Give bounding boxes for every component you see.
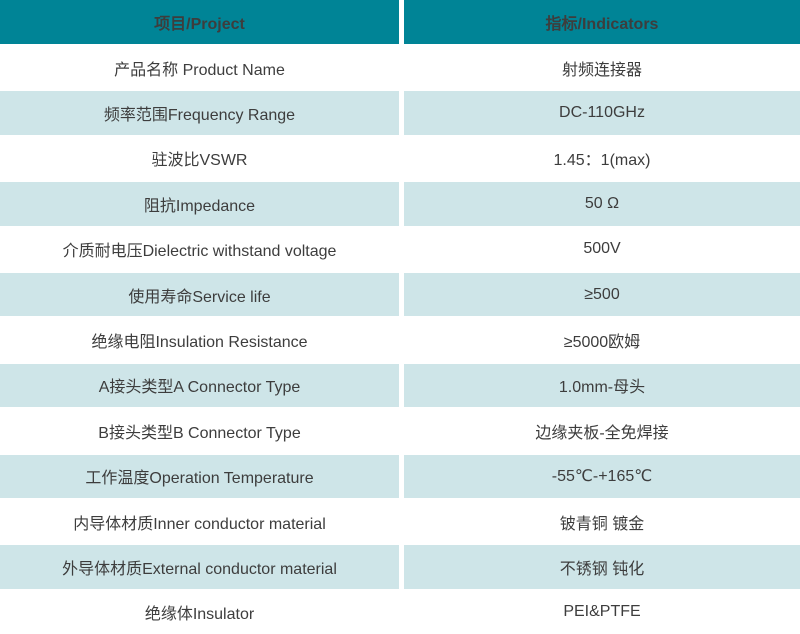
cell-indicator: 不锈钢 钝化 [404,545,800,589]
cell-project: 阻抗Impedance [0,182,399,226]
cell-indicator: 1.0mm-母头 [404,363,800,408]
column-divider [399,46,404,90]
table-row: 阻抗Impedance 50 Ω [0,180,800,226]
cell-project: 驻波比VSWR [0,136,399,181]
cell-project: 外导体材质External conductor material [0,545,399,589]
table-row: 频率范围Frequency Range DC-110GHz [0,89,800,135]
cell-indicator: -55℃-+165℃ [404,454,800,498]
column-divider [399,363,404,408]
cell-indicator: 1.45：1(max) [404,136,800,181]
header-cell-project: 项目/Project [0,0,399,44]
cell-indicator: DC-110GHz [404,91,800,135]
cell-project: 绝缘电阻Insulation Resistance [0,318,399,362]
column-divider [399,409,404,453]
column-divider [399,318,404,362]
header-cell-indicators: 指标/Indicators [404,0,800,44]
table-row: 工作温度Operation Temperature -55℃-+165℃ [0,452,800,498]
cell-project: 频率范围Frequency Range [0,91,399,135]
column-divider [399,499,404,544]
column-divider [399,454,404,498]
table-row: 产品名称 Product Name 射频连接器 [0,44,800,90]
cell-project: 工作温度Operation Temperature [0,454,399,498]
cell-indicator: ≥5000欧姆 [404,318,800,362]
cell-indicator: PEI&PTFE [404,590,800,634]
column-divider [399,136,404,181]
column-divider [399,0,404,44]
table-row: 内导体材质Inner conductor material 铍青铜 镀金 [0,497,800,544]
table-row: 介质耐电压Dielectric withstand voltage 500V [0,225,800,271]
table-row: 外导体材质External conductor material 不锈钢 钝化 [0,543,800,589]
cell-indicator: 50 Ω [404,182,800,226]
cell-indicator: 500V [404,227,800,271]
cell-project: 产品名称 Product Name [0,46,399,90]
column-divider [399,545,404,589]
cell-indicator: 边缘夹板-全免焊接 [404,409,800,453]
table-row: 使用寿命Service life ≥500 [0,270,800,317]
cell-project: 内导体材质Inner conductor material [0,499,399,544]
table-row: 驻波比VSWR 1.45：1(max) [0,134,800,181]
column-divider [399,590,404,634]
cell-project: 介质耐电压Dielectric withstand voltage [0,227,399,271]
cell-indicator: 射频连接器 [404,46,800,90]
cell-project: A接头类型A Connector Type [0,363,399,408]
table-row: 绝缘电阻Insulation Resistance ≥5000欧姆 [0,316,800,362]
table-row: B接头类型B Connector Type 边缘夹板-全免焊接 [0,407,800,453]
column-divider [399,227,404,271]
cell-indicator: ≥500 [404,272,800,317]
table-header-row: 项目/Project 指标/Indicators [0,0,800,44]
cell-project: B接头类型B Connector Type [0,409,399,453]
column-divider [399,91,404,135]
table-row: 绝缘体Insulator PEI&PTFE [0,588,800,634]
cell-project: 绝缘体Insulator [0,590,399,634]
column-divider [399,182,404,226]
cell-project: 使用寿命Service life [0,272,399,317]
column-divider [399,272,404,317]
table-row: A接头类型A Connector Type 1.0mm-母头 [0,361,800,408]
cell-indicator: 铍青铜 镀金 [404,499,800,544]
